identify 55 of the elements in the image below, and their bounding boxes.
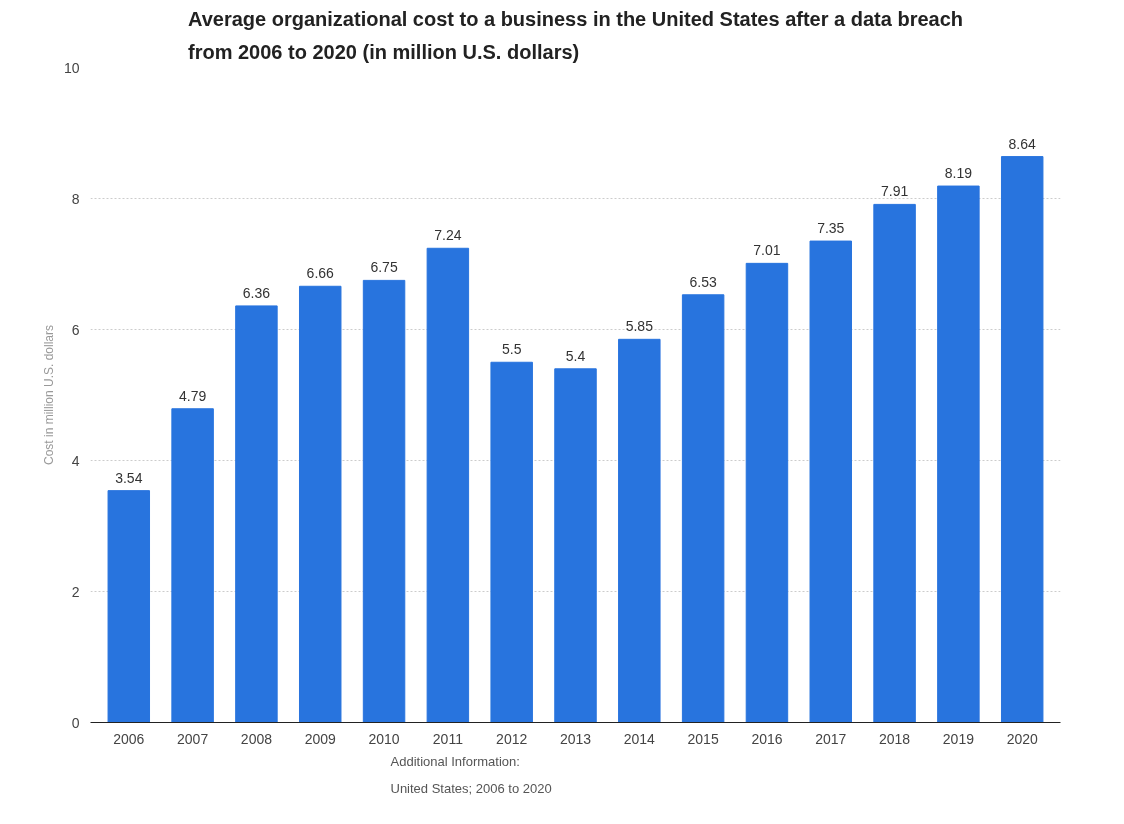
bar: [681, 294, 725, 723]
x-tick-label: 2006: [113, 730, 145, 747]
y-tick-label: 4: [71, 452, 80, 469]
bar: [745, 262, 789, 723]
y-tick-label: 2: [71, 583, 80, 600]
bar: [873, 203, 916, 723]
bar: [171, 408, 214, 723]
bar: [107, 490, 151, 723]
bar: [235, 305, 278, 723]
x-tick-label: 2013: [559, 730, 592, 747]
data-label: 3.54: [115, 469, 143, 486]
data-label: 6.36: [242, 284, 271, 301]
text: United States; 2006 to 2020: [390, 780, 552, 796]
x-tick-label: 2008: [240, 730, 273, 747]
x-tick-label: 2020: [1006, 730, 1038, 747]
bar: [809, 240, 852, 723]
bar: [1000, 156, 1044, 723]
x-tick-label: 2018: [879, 730, 911, 747]
y-tick-label: 10: [63, 59, 80, 76]
x-tick-label: 2012: [496, 730, 528, 747]
x-tick-label: 2019: [942, 730, 975, 747]
data-label: 7.01: [753, 242, 781, 259]
y-axis-title: Cost in million U.S. dollars: [41, 324, 56, 466]
x-tick-label: 2007: [177, 730, 209, 747]
data-label: 7.24: [434, 227, 462, 244]
x-tick-label: 2009: [304, 730, 337, 747]
data-label: 4.79: [178, 387, 207, 404]
chart-title: Average organizational cost to a business in the United States after a data breach from 2006 to 2020 (in million U.S. dollars): [187, 7, 964, 63]
data-label: 5.4: [565, 347, 586, 364]
data-label: 7.35: [817, 220, 845, 237]
bar: [490, 361, 533, 723]
y-tick-label: 8: [71, 190, 80, 207]
x-tick-label: 2010: [368, 730, 400, 747]
x-tick-label: 2011: [432, 730, 464, 747]
data-label: 6.66: [306, 265, 335, 282]
data-label: 5.5: [501, 341, 522, 358]
data-label: 5.85: [625, 318, 654, 335]
x-tick-label: 2016: [751, 730, 783, 747]
bar: [426, 247, 470, 723]
x-tick-label: 2015: [687, 730, 719, 747]
x-tick-label: 2017: [815, 730, 847, 747]
text: Additional Information:: [390, 753, 520, 769]
y-tick-label: 6: [71, 321, 80, 338]
bar: [362, 279, 406, 723]
data-label: 7.91: [880, 183, 909, 200]
data-label: 6.53: [689, 273, 717, 290]
bar: [937, 185, 980, 723]
data-label: 6.75: [370, 259, 398, 276]
data-label: 8.19: [944, 165, 973, 182]
x-tick-label: 2014: [623, 730, 656, 747]
y-tick-label: 0: [71, 714, 80, 731]
bar: [554, 368, 597, 723]
bar: [299, 285, 342, 723]
bar: [618, 338, 661, 723]
data-label: 8.64: [1008, 135, 1037, 152]
